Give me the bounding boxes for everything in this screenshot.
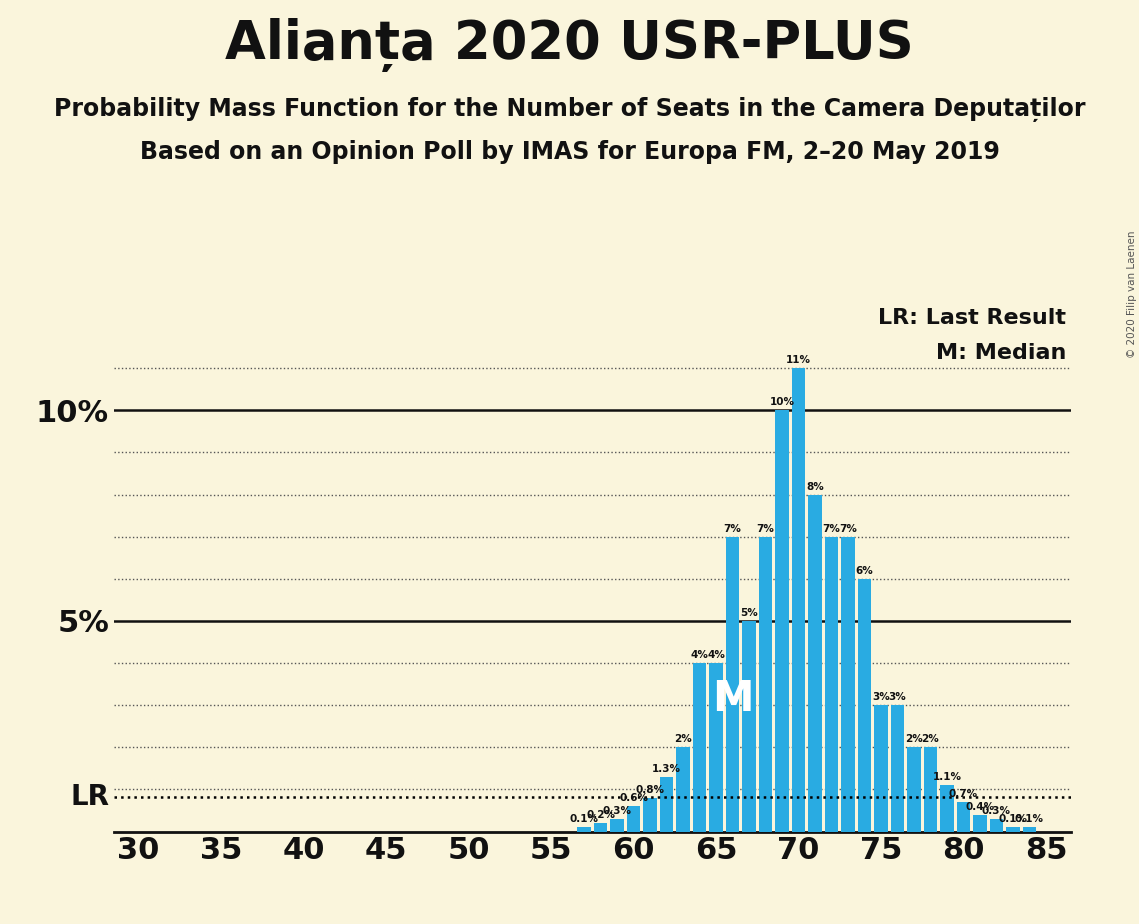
Bar — [593, 823, 607, 832]
Bar — [842, 537, 854, 832]
Text: Probability Mass Function for the Number of Seats in the Camera Deputaților: Probability Mass Function for the Number… — [54, 97, 1085, 122]
Text: 11%: 11% — [786, 355, 811, 365]
Text: Based on an Opinion Poll by IMAS for Europa FM, 2–20 May 2019: Based on an Opinion Poll by IMAS for Eur… — [140, 140, 999, 164]
Text: 0.4%: 0.4% — [966, 802, 994, 812]
Text: 2%: 2% — [921, 735, 940, 745]
Text: 0.1%: 0.1% — [570, 814, 598, 824]
Bar — [659, 777, 673, 832]
Bar — [891, 705, 904, 832]
Text: 3%: 3% — [888, 692, 907, 702]
Text: © 2020 Filip van Laenen: © 2020 Filip van Laenen — [1126, 231, 1137, 359]
Text: 0.3%: 0.3% — [603, 806, 631, 816]
Bar — [974, 815, 986, 832]
Text: 2%: 2% — [906, 735, 923, 745]
Bar — [743, 621, 755, 832]
Bar — [611, 819, 624, 832]
Text: 7%: 7% — [756, 524, 775, 534]
Bar — [1007, 827, 1019, 832]
Text: M: Median: M: Median — [935, 343, 1066, 363]
Bar — [577, 827, 591, 832]
Text: 0.2%: 0.2% — [587, 810, 615, 821]
Text: 0.7%: 0.7% — [949, 789, 978, 799]
Text: 6%: 6% — [855, 565, 874, 576]
Text: 4%: 4% — [690, 650, 708, 660]
Text: 0.3%: 0.3% — [982, 806, 1011, 816]
Bar — [677, 748, 689, 832]
Bar — [941, 785, 953, 832]
Bar — [693, 663, 706, 832]
Text: 0.8%: 0.8% — [636, 785, 664, 795]
Text: 1.1%: 1.1% — [933, 772, 961, 783]
Bar — [776, 410, 788, 832]
Bar — [792, 368, 805, 832]
Bar — [809, 494, 821, 832]
Text: 0.6%: 0.6% — [618, 794, 648, 803]
Text: Alianța 2020 USR-PLUS: Alianța 2020 USR-PLUS — [226, 18, 913, 72]
Text: LR: LR — [71, 783, 109, 811]
Text: M: M — [712, 678, 753, 720]
Bar — [924, 748, 937, 832]
Bar — [726, 537, 739, 832]
Text: 10%: 10% — [770, 397, 795, 407]
Text: 7%: 7% — [839, 524, 857, 534]
Bar — [957, 802, 970, 832]
Bar — [644, 798, 656, 832]
Bar — [858, 578, 871, 832]
Text: 7%: 7% — [723, 524, 741, 534]
Bar — [1023, 827, 1036, 832]
Text: 4%: 4% — [707, 650, 724, 660]
Bar — [626, 807, 640, 832]
Text: 2%: 2% — [674, 735, 691, 745]
Bar — [759, 537, 772, 832]
Bar — [825, 537, 838, 832]
Text: 5%: 5% — [740, 608, 757, 618]
Bar — [990, 819, 1003, 832]
Bar — [710, 663, 722, 832]
Text: 0.1%: 0.1% — [999, 814, 1027, 824]
Text: 7%: 7% — [822, 524, 841, 534]
Text: 3%: 3% — [872, 692, 890, 702]
Bar — [908, 748, 920, 832]
Bar — [875, 705, 887, 832]
Text: 8%: 8% — [806, 481, 823, 492]
Text: 1.3%: 1.3% — [652, 764, 681, 774]
Text: LR: Last Result: LR: Last Result — [878, 308, 1066, 327]
Text: 0.1%: 0.1% — [1015, 814, 1044, 824]
